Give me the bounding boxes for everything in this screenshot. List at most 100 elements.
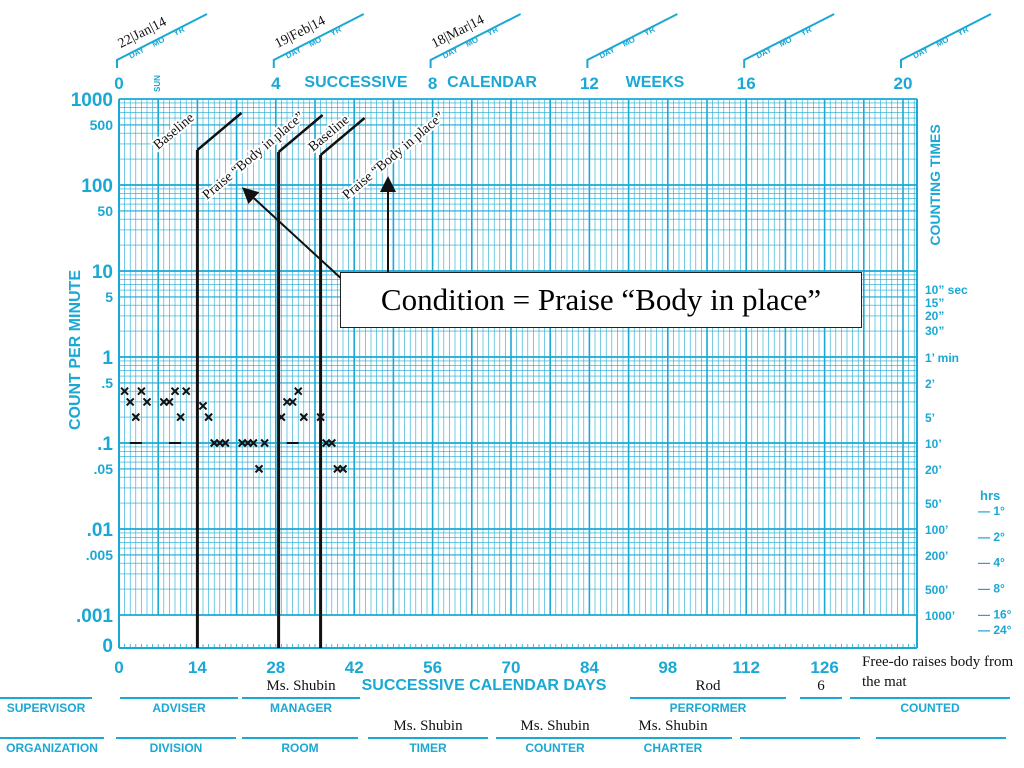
hours-label: hrs [980,488,1000,503]
data-point-x [131,412,141,422]
y-tick-label: .05 [94,461,114,477]
data-point-x [316,412,325,422]
hours-tick-label: — 16° [978,608,1012,622]
counting-time-label: 2’ [925,377,935,391]
y-tick-label: .001 [76,606,113,627]
field-blank[interactable] [800,697,842,701]
field-supervisor[interactable]: SUPERVISOR [0,697,92,715]
counted-note: Free-do raises body from the mat [862,654,1014,690]
data-point-x [249,438,258,448]
data-point-x [288,397,297,407]
field-value: Ms. Shubin [638,718,708,734]
y-tick-label: 500 [90,117,114,133]
field-value: Ms. Shubin [520,718,590,734]
counting-time-label: 20’ [925,463,942,477]
x-tick-label: 28 [266,658,285,677]
field-blank[interactable] [876,737,1006,741]
counting-time-label: 100’ [925,523,948,537]
date-bracket [272,13,365,68]
data-point-x [170,387,180,396]
counting-time-label: 1’ min [925,351,959,365]
data-point-x [176,412,185,422]
field-blank[interactable] [740,737,860,741]
y-tick-label: 5 [105,289,113,305]
y-axis-label: COUNT PER MINUTE [67,270,84,430]
week-tick-label: 0 [114,74,123,93]
field-value: 6 [817,678,825,694]
y-tick-label: 1000 [71,90,113,111]
x-tick-label: 98 [658,658,677,677]
data-point-x [260,438,269,448]
data-point-x [221,438,230,448]
data-point-x [125,397,135,407]
field-value: Ms. Shubin [266,678,336,694]
phase-line-leader [196,112,243,151]
x-axis-label: SUCCESSIVE CALENDAR DAYS [362,677,607,694]
field-division[interactable]: DIVISION [116,737,236,755]
counting-time-label: 1000’ [925,609,955,623]
field-counter[interactable]: COUNTER [496,737,614,755]
week-tick-label: 4 [271,74,281,93]
week-tick-label: 16 [737,74,756,93]
y-tick-label: 1 [102,348,113,369]
data-point-x [293,387,303,396]
phase-line-leader [319,117,366,156]
data-point-x [165,397,174,407]
data-point-x [181,387,191,396]
y-tick-label: 100 [81,176,113,197]
y-tick-label: .5 [101,375,113,391]
date-bracket [743,13,835,68]
date-bracket [429,13,522,68]
week-label-3: WEEKS [626,74,685,91]
field-timer[interactable]: TIMER [368,737,488,755]
x-tick-label: 126 [810,658,838,677]
y-tick-label: 0 [102,636,113,657]
counting-time-label: 200’ [925,549,948,563]
y-tick-label: 50 [97,203,113,219]
y2-axis-label: COUNTING TIMES [927,124,943,245]
data-point-x [254,464,264,474]
data-point-x [327,438,337,448]
counting-time-label: 50’ [925,497,942,511]
counting-time-label: 30” [925,324,944,338]
week-tick-label: 20 [894,74,913,93]
hours-tick-label: — 1° [978,504,1005,518]
data-point-x [338,464,348,474]
field-performer[interactable]: PERFORMER [630,697,786,715]
field-adviser[interactable]: ADVISER [120,697,238,715]
week-label-1: SUCCESSIVE [304,74,407,91]
counting-time-label: 20” [925,309,944,323]
data-point-x [277,412,286,422]
x-tick-label: 56 [423,658,442,677]
field-manager[interactable]: MANAGER [242,697,360,715]
field-organization[interactable]: ORGANIZATION [0,737,104,755]
data-point-x [198,401,208,411]
counting-time-label: 10’ [925,437,942,451]
x-tick-label: 112 [732,658,759,677]
counting-time-label: 5’ [925,411,935,425]
y-tick-label: .005 [86,547,113,563]
x-tick-label: 42 [345,658,364,677]
field-room[interactable]: ROOM [242,737,358,755]
sun-label: SUN [153,75,162,92]
hours-tick-label: — 8° [978,581,1005,595]
field-charter[interactable]: CHARTER [614,737,732,755]
x-tick-label: 0 [114,658,123,677]
y-tick-label: .01 [87,520,114,541]
week-label-2: CALENDAR [447,74,537,91]
phase-line-leader [277,114,324,153]
condition-annotation: Condition = Praise “Body in place” [340,272,862,328]
date-bracket [586,13,678,68]
field-counted[interactable]: COUNTED [850,697,1010,715]
date-bracket [900,13,992,68]
counting-time-label: 10” sec [925,283,968,297]
date-bracket [116,13,208,68]
hours-tick-label: — 4° [978,555,1005,569]
x-tick-label: 84 [580,658,599,677]
y-tick-label: 10 [92,262,113,283]
y-tick-label: .1 [97,434,113,455]
data-point-x [142,397,152,407]
data-point-x [299,412,309,422]
x-tick-label: 70 [502,658,521,677]
